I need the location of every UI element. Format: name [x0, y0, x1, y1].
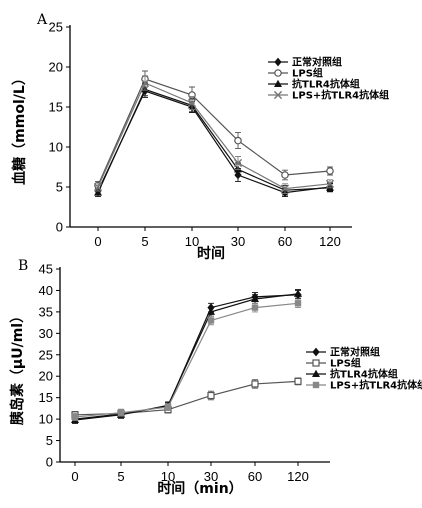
series-line: [74, 302, 299, 418]
data-point: [326, 167, 334, 175]
y-tick-label: 5: [56, 180, 63, 195]
legend-label: 抗TLR4抗体组: [330, 368, 398, 381]
data-point: [234, 136, 242, 145]
panel-b: B 0 5 10 15 20 25 30 35 40 45 0 5 10 30 60 120 时间（min） 胰岛素…: [9, 258, 422, 497]
legend-label: LPS组: [330, 357, 361, 370]
x-tick-label: 60: [278, 234, 292, 249]
y-tick-label: 30: [39, 326, 53, 341]
x-tick-label: 120: [287, 469, 309, 484]
data-point: [325, 179, 335, 188]
y-tick-label: 20: [39, 369, 53, 384]
y-tick-label: 0: [56, 220, 63, 235]
y-tick-label: 25: [49, 20, 63, 35]
x-axis-title: 时间（min）: [157, 480, 242, 497]
y-tick-label: 40: [39, 283, 53, 298]
legend-label: 抗TLR4抗体组: [292, 78, 360, 91]
data-point: [164, 403, 172, 411]
x-tick-label: 5: [141, 234, 148, 249]
legend-marker: [312, 347, 320, 357]
series-4: [71, 298, 302, 421]
x-tick-label: 10: [161, 469, 175, 484]
y-axis-title: 胰岛素（μU/ml）: [9, 309, 26, 425]
data-point: [207, 307, 215, 315]
series-4: [93, 75, 335, 194]
data-point: [281, 171, 289, 179]
data-point: [251, 304, 259, 311]
legend-marker: [274, 57, 282, 67]
series-line: [74, 380, 299, 416]
y-tick-label: 20: [49, 60, 63, 75]
legend-label: 正常对照组: [292, 56, 342, 69]
y-tick-label: 35: [39, 304, 53, 319]
y-tick-label: 0: [46, 455, 53, 470]
series-line: [97, 88, 331, 193]
x-tick-label: 10: [185, 234, 199, 249]
series-2: [71, 377, 302, 419]
x-tick-label: 0: [94, 234, 101, 249]
data-point: [187, 98, 197, 108]
data-point: [117, 409, 125, 416]
y-tick-label: 10: [39, 412, 53, 427]
data-point: [280, 184, 290, 193]
data-point: [140, 78, 150, 88]
x-tick-label: 60: [248, 469, 262, 484]
legend-marker: [273, 90, 283, 100]
data-point: [94, 188, 102, 196]
x-tick-label: 120: [319, 234, 341, 249]
data-point: [251, 380, 259, 388]
panel-label: A: [36, 12, 48, 28]
series-line: [74, 293, 299, 421]
legend-label: 正常对照组: [330, 346, 380, 359]
data-point: [233, 158, 243, 168]
y-tick-label: 25: [39, 347, 53, 362]
data-point: [294, 289, 302, 297]
legend-marker: [312, 359, 320, 367]
data-point: [294, 377, 302, 385]
data-point: [294, 300, 302, 307]
legend-marker: [312, 369, 320, 377]
x-tick-label: 30: [204, 469, 218, 484]
y-tick-label: 5: [46, 433, 53, 448]
x-axis-title: 时间: [197, 245, 225, 262]
series-line: [97, 78, 331, 186]
series-line: [74, 294, 299, 420]
legend-marker: [274, 69, 282, 77]
panel-label: B: [18, 258, 28, 274]
y-tick-label: 15: [39, 390, 53, 405]
x-tick-label: 30: [231, 234, 245, 249]
x-tick-label: 5: [117, 469, 124, 484]
legend-label: LPS组: [292, 67, 323, 80]
legend-label: LPS+抗TLR4抗体组: [330, 379, 422, 392]
series-line: [97, 82, 331, 190]
data-point: [93, 182, 103, 192]
legend-label: LPS+抗TLR4抗体组: [292, 89, 389, 102]
data-point: [251, 294, 259, 303]
x-tick-label: 0: [71, 469, 78, 484]
data-point: [71, 413, 79, 421]
legend-marker: [274, 79, 282, 87]
y-tick-label: 45: [39, 262, 53, 277]
data-point: [207, 317, 215, 324]
y-axis-title: 血糖（mmol/L）: [11, 71, 28, 185]
data-point: [207, 391, 215, 400]
y-tick-label: 15: [49, 100, 63, 115]
legend-marker: [312, 381, 320, 389]
y-tick-label: 10: [49, 140, 63, 155]
